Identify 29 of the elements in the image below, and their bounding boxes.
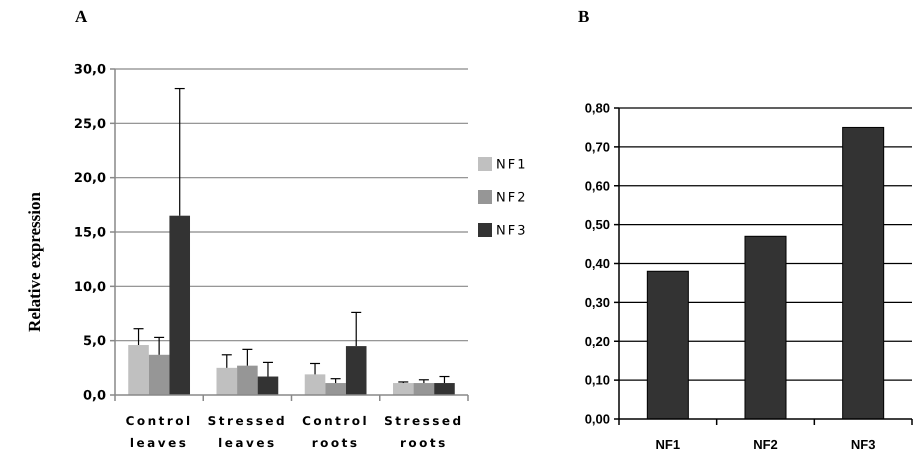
y-tick-label: 5,0 — [82, 334, 106, 350]
y-tick-label: 0,00 — [584, 412, 610, 427]
y-tick-label: 25,0 — [74, 116, 106, 132]
y-tick-label: 20,0 — [74, 171, 106, 186]
y-tick-label: 0,0 — [82, 388, 106, 404]
y-tick-label: 0,20 — [584, 334, 610, 349]
y-tick-label: 0,60 — [584, 178, 610, 194]
y-tick-label: 0,50 — [584, 217, 610, 232]
chart-title: B — [578, 7, 590, 26]
legend-label: NF1 — [496, 158, 528, 173]
x-tick-label: NF2 — [753, 437, 778, 452]
x-tick-label: Control leaves — [126, 414, 193, 450]
x-tick-label: NF3 — [850, 437, 876, 452]
y-axis-title: Relative expression — [25, 192, 44, 332]
chart-title: A — [75, 7, 88, 26]
y-tick-label: 0,10 — [584, 372, 610, 388]
y-tick-label: 0,40 — [584, 256, 610, 272]
x-tick-label: Stressed leaves — [208, 414, 288, 450]
y-tick-label: 30,0 — [74, 62, 106, 78]
y-tick-label: 0,70 — [584, 139, 610, 154]
legend-label: NF2 — [496, 190, 528, 206]
y-tick-label: 0,80 — [584, 100, 610, 116]
y-tick-label: 15,0 — [74, 226, 106, 241]
y-tick-label: 0,30 — [584, 294, 610, 310]
x-tick-label: Control roots — [302, 414, 370, 450]
x-tick-label: NF1 — [656, 437, 680, 452]
y-tick-label: 10,0 — [74, 280, 106, 295]
x-tick-label: Stressed roots — [384, 414, 464, 450]
legend-label: NF3 — [496, 224, 528, 239]
